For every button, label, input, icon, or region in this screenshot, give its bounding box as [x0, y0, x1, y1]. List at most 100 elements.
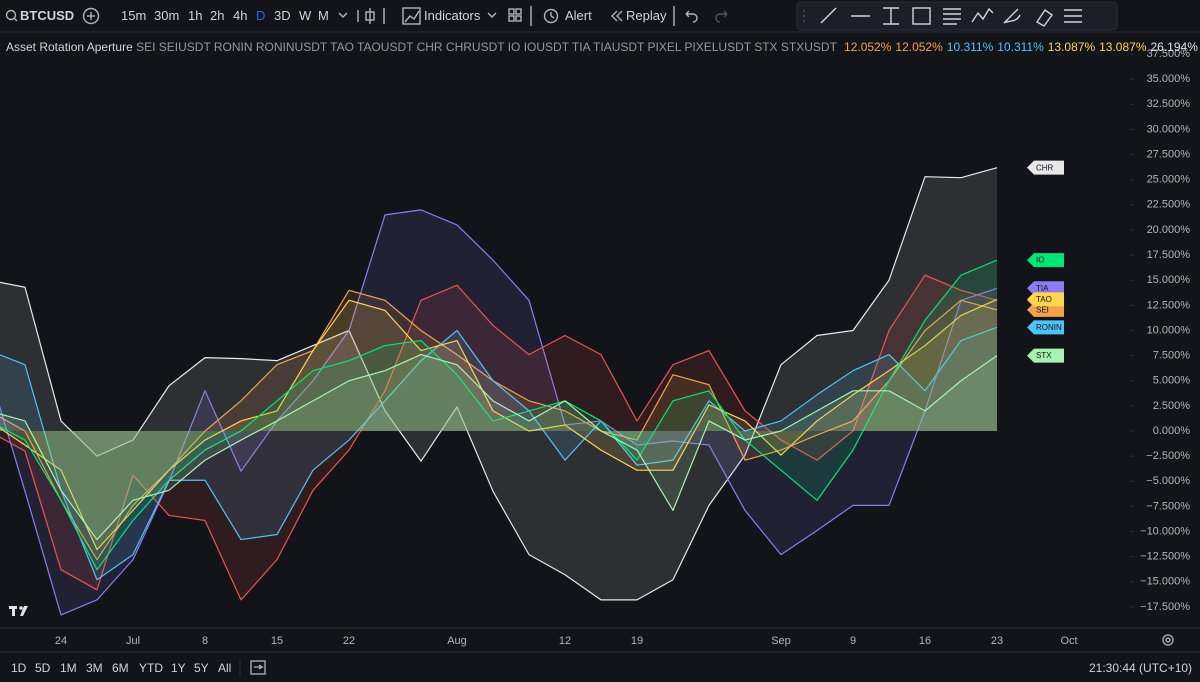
x-tick-label: 24 [55, 635, 67, 647]
interval-button[interactable]: 2h [210, 8, 225, 23]
y-tick-label: 25.000% [1147, 174, 1191, 186]
indicator-value: 12.052% [844, 40, 892, 54]
series-line [0, 274, 998, 601]
interval-button[interactable]: 4h [233, 8, 248, 23]
series-line [0, 209, 998, 616]
y-tick-label: −10.000% [1140, 525, 1190, 537]
y-tick-label: 12.500% [1147, 299, 1191, 311]
y-tick-label: 10.000% [1147, 324, 1191, 336]
x-tick-label: 23 [991, 635, 1003, 647]
series-tag [1027, 281, 1064, 296]
y-tick-label: 27.500% [1147, 148, 1191, 160]
range-button[interactable]: All [218, 661, 232, 675]
range-button[interactable]: 5D [35, 661, 51, 675]
range-button[interactable]: YTD [139, 661, 163, 675]
y-tick-label: −17.500% [1140, 601, 1190, 613]
x-tick-label: 19 [631, 635, 643, 647]
y-tick-label: −2.500% [1146, 450, 1190, 462]
x-tick-label: Aug [447, 635, 467, 647]
area-fill [0, 167, 997, 600]
drawing-toolbar [796, 1, 1118, 31]
series-tag [1027, 160, 1064, 175]
area-fill [0, 354, 997, 540]
area-fill [0, 327, 997, 580]
interval-button[interactable]: 3D [274, 8, 291, 23]
y-tick-label: 32.500% [1147, 98, 1191, 110]
indicator-legend: Asset Rotation Aperture SEI SEIUSDT RONI… [6, 40, 1200, 54]
indicator-value: 10.311% [997, 40, 1044, 54]
interval-button[interactable]: D [256, 8, 266, 23]
replay-button[interactable]: Replay [626, 8, 667, 23]
indicator-name: Asset Rotation Aperture [6, 40, 133, 54]
series-tag [1027, 348, 1064, 363]
range-button[interactable]: 6M [112, 661, 129, 675]
area-fill [0, 299, 997, 550]
series-tag [1027, 320, 1064, 335]
alert-button[interactable]: Alert [565, 8, 592, 23]
y-tick-label: 17.500% [1147, 249, 1191, 261]
area-fill [0, 290, 997, 560]
range-button[interactable]: 5Y [194, 661, 209, 675]
series-tag [1027, 292, 1064, 307]
y-tick-label: −12.500% [1140, 551, 1190, 563]
x-tick-label: 15 [271, 635, 283, 647]
y-tick-label: 20.000% [1147, 224, 1191, 236]
series-line [0, 354, 998, 541]
indicator-value: 12.052% [895, 40, 943, 54]
range-button[interactable]: 1M [60, 661, 77, 675]
y-tick-label: 7.500% [1153, 350, 1191, 362]
interval-button[interactable]: 30m [154, 8, 180, 23]
series-tag-label: SEI [1036, 305, 1049, 314]
tv-logo [9, 606, 28, 616]
indicator-value: 26.194% [1150, 40, 1198, 54]
indicator-value: 13.087% [1099, 40, 1147, 54]
y-tick-label: 5.000% [1153, 375, 1191, 387]
y-tick-label: 30.000% [1147, 123, 1191, 135]
series-tag [1027, 253, 1064, 268]
interval-button[interactable]: 1h [188, 8, 203, 23]
indicator-value: 13.087% [1047, 40, 1096, 54]
indicator-inputs: SEI SEIUSDT RONIN RONINUSDT TAO TAOUSDT … [136, 40, 837, 54]
interval-button[interactable]: M [318, 8, 329, 23]
series-tag-label: RONIN [1036, 323, 1062, 332]
x-tick-label: 22 [343, 635, 355, 647]
series-tag-label: TAO [1036, 295, 1052, 304]
drawing-tools[interactable] [803, 7, 1082, 27]
x-tick-label: 16 [919, 635, 931, 647]
interval-button[interactable]: W [299, 8, 312, 23]
series-line [0, 167, 998, 601]
range-button[interactable]: 1D [11, 661, 27, 675]
y-tick-label: 37.500% [1147, 48, 1191, 60]
y-tick-label: 2.500% [1153, 400, 1191, 412]
bottom-bar-bg [0, 653, 1200, 682]
area-fill [0, 275, 997, 600]
series-tag-label: STX [1036, 351, 1052, 360]
plot [0, 167, 998, 616]
area-fill [0, 260, 997, 570]
series-line [0, 298, 998, 551]
symbol[interactable]: BTCUSD [20, 8, 75, 23]
goto-date-icon[interactable] [250, 660, 266, 675]
range-button[interactable]: 1Y [171, 661, 186, 675]
y-tick-label: −5.000% [1146, 475, 1190, 487]
series-tag-label: IO [1036, 256, 1044, 265]
series-tag-label: CHR [1036, 163, 1054, 172]
y-tick-label: 15.000% [1147, 274, 1191, 286]
indicator-value: 10.311% [946, 40, 994, 54]
y-tick-label: 35.000% [1147, 73, 1191, 85]
clock: 21:30:44 (UTC+10) [1089, 661, 1193, 675]
x-tick-label: 12 [559, 635, 571, 647]
settings-icon[interactable] [1162, 634, 1174, 646]
x-tick-label: 9 [850, 635, 856, 647]
x-tick-label: Oct [1060, 635, 1077, 647]
y-tick-label: −15.000% [1140, 576, 1190, 588]
interval-button[interactable]: 15m [121, 8, 147, 23]
x-tick-label: Sep [771, 635, 791, 647]
range-button[interactable]: 3M [86, 661, 103, 675]
x-tick-label: Jul [126, 635, 140, 647]
indicators-button[interactable]: Indicators [424, 8, 481, 23]
series-line [0, 326, 998, 581]
y-tick-label: 0.000% [1153, 425, 1191, 437]
